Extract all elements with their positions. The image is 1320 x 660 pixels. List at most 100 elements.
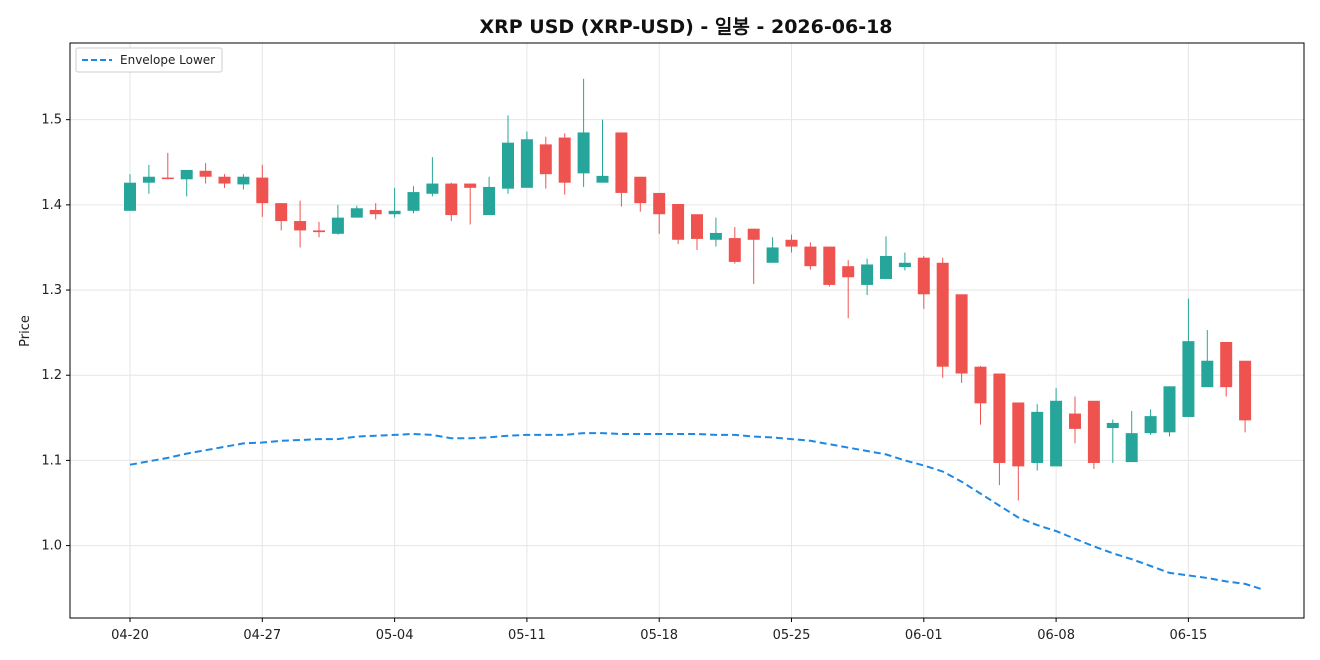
candle: [256, 164, 269, 217]
candle: [407, 186, 420, 214]
candle-body: [464, 183, 477, 188]
candle-body: [539, 144, 552, 175]
candle: [880, 236, 892, 279]
candle: [426, 157, 439, 197]
candle-body: [1050, 400, 1063, 467]
candle-body: [142, 176, 155, 183]
candle: [237, 174, 250, 190]
x-tick-label: 04-27: [243, 628, 281, 643]
candle: [596, 119, 609, 183]
candle: [1144, 409, 1157, 435]
candle: [218, 174, 231, 188]
chart-title: XRP USD (XRP-USD) - 일봉 - 2026-06-18: [479, 16, 892, 38]
candle: [955, 294, 968, 383]
candle: [161, 152, 174, 180]
x-tick-label: 04-20: [111, 628, 149, 643]
y-tick-label: 1.0: [41, 539, 62, 554]
candle: [804, 242, 817, 270]
candle-body: [898, 262, 911, 268]
candle-body: [199, 170, 212, 177]
candle-body: [1087, 400, 1100, 463]
candle: [464, 183, 477, 225]
candle: [520, 131, 533, 188]
candle: [483, 176, 496, 216]
candle: [1125, 411, 1138, 463]
candle: [142, 164, 155, 194]
candle: [369, 203, 382, 220]
candle-body: [861, 264, 874, 285]
x-tick-label: 05-18: [640, 628, 678, 643]
envelope-lower-line: [129, 432, 1265, 591]
candle-body: [1144, 416, 1157, 434]
candle-body: [256, 177, 269, 204]
candle: [1069, 396, 1081, 444]
candle: [1201, 330, 1214, 388]
envelope-lower-series: [129, 432, 1265, 591]
candle-body: [955, 294, 968, 374]
candle-body: [483, 186, 496, 216]
candle: [1012, 402, 1025, 501]
candle-body: [823, 246, 836, 285]
candle-body: [426, 183, 439, 194]
candle: [1050, 388, 1063, 467]
y-tick-label: 1.1: [41, 453, 62, 468]
candle: [936, 257, 949, 378]
candle: [898, 252, 911, 271]
candle: [577, 78, 590, 187]
candle-body: [691, 214, 703, 239]
candles: [124, 78, 1252, 501]
candle-body: [766, 247, 779, 263]
candle: [331, 204, 344, 235]
candle: [653, 192, 666, 234]
candle: [917, 255, 930, 309]
legend-label-envelope-lower: Envelope Lower: [120, 53, 215, 67]
candle-body: [237, 176, 250, 185]
candle: [615, 132, 628, 207]
candle: [502, 115, 514, 194]
candle: [1163, 386, 1176, 437]
candle-body: [445, 183, 458, 216]
axis-ticks: 1.0 1.1 1.2 1.3 1.4 1.5 04-20 04-27 05-04 05-11 05…: [41, 113, 1207, 643]
candle: [558, 133, 571, 195]
candle: [861, 258, 874, 296]
candle-body: [388, 210, 401, 215]
candle-body: [615, 132, 628, 193]
candle: [1031, 404, 1044, 471]
plot-frame: [69, 42, 1305, 619]
candle-body: [313, 230, 325, 233]
candle: [974, 365, 987, 425]
candle-body: [1069, 413, 1081, 429]
candle-body: [502, 142, 514, 189]
candle-body: [672, 204, 685, 240]
candle-body: [596, 175, 609, 183]
candle-body: [577, 132, 590, 174]
candle-body: [1182, 341, 1195, 417]
candle-body: [1220, 342, 1233, 388]
x-tick-label: 05-11: [508, 628, 546, 643]
candle: [539, 136, 552, 189]
y-axis-label: Price: [18, 315, 33, 347]
candle: [275, 203, 288, 231]
candle-body: [558, 137, 571, 183]
x-tick-label: 06-15: [1170, 628, 1208, 643]
candle-body: [634, 176, 647, 204]
candle-body: [709, 232, 722, 240]
candle: [1220, 342, 1233, 397]
candle: [728, 227, 741, 264]
x-tick-label: 06-01: [905, 628, 943, 643]
x-tick-label: 05-04: [376, 628, 414, 643]
candle: [294, 200, 307, 248]
legend: Envelope Lower: [75, 47, 223, 73]
candle-body: [974, 366, 987, 404]
y-tick-label: 1.4: [41, 198, 62, 213]
candle: [350, 205, 363, 218]
candle-body: [124, 182, 136, 211]
candle-body: [785, 239, 798, 247]
candle: [445, 182, 458, 222]
candle-body: [350, 208, 363, 218]
candle-body: [936, 262, 949, 367]
candle-body: [520, 139, 533, 188]
x-tick-label: 06-08: [1037, 628, 1075, 643]
candle-body: [294, 221, 307, 231]
